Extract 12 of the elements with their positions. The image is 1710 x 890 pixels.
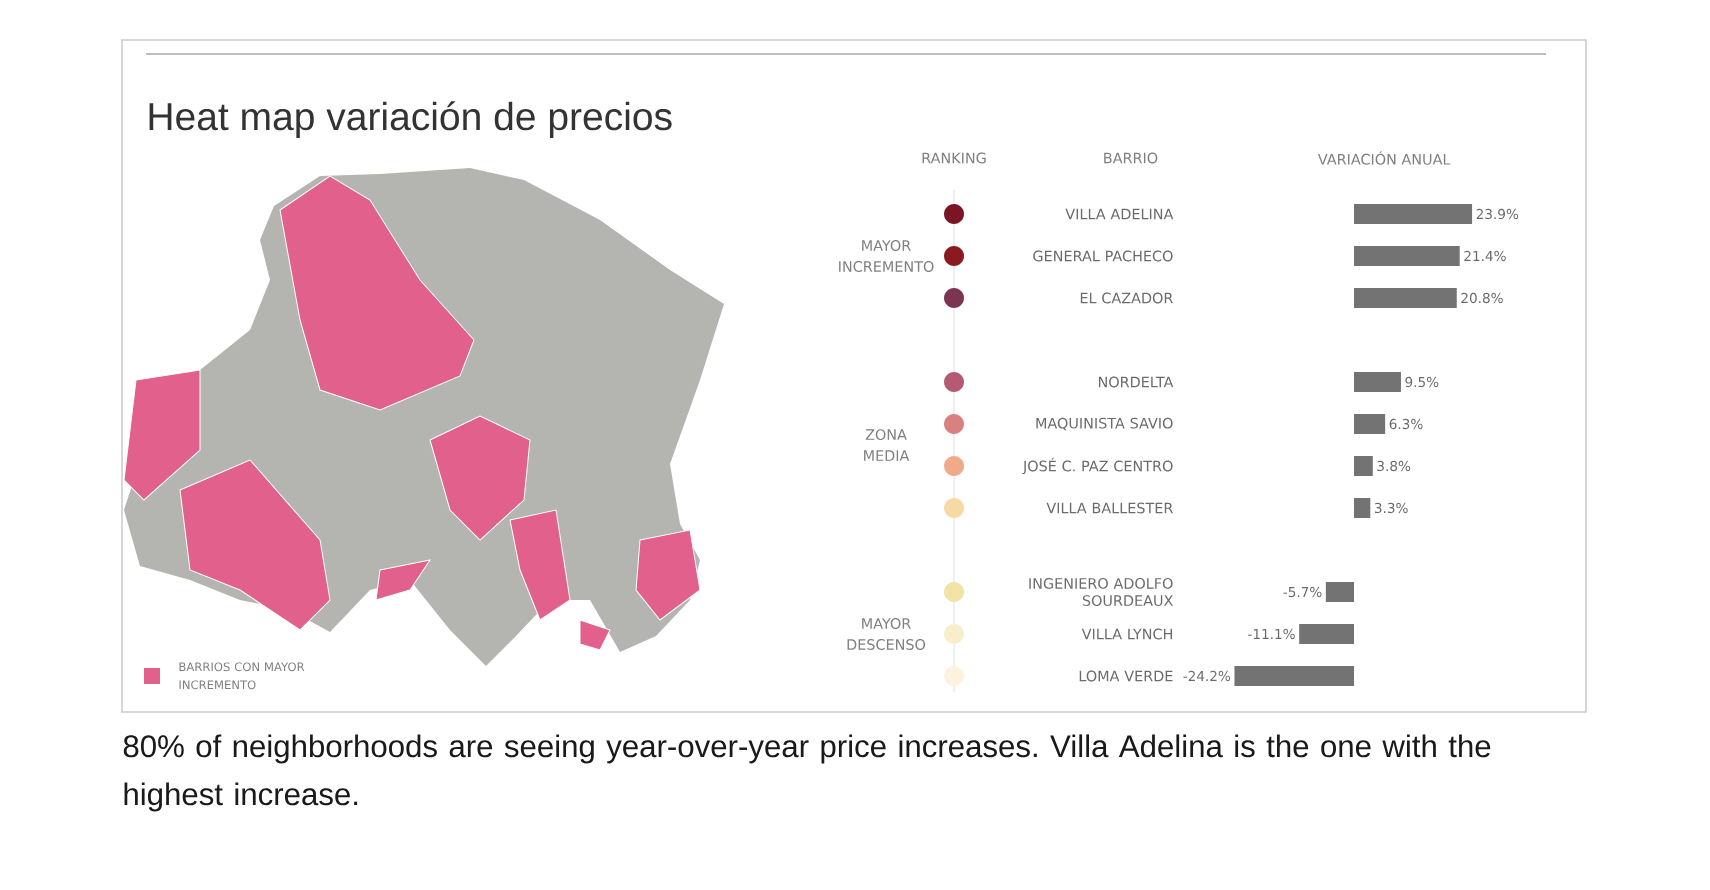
bar: [1325, 582, 1354, 602]
text: 80% of neighborhoods are seeing year-over-year price increases. Villa Adelina is the one with the highest increase.: [123, 734, 1491, 812]
bar: [1354, 456, 1373, 476]
bar: [1234, 666, 1354, 686]
bar: [1354, 498, 1371, 518]
bar: [1354, 288, 1457, 308]
text: Heat map variación de precios: [149, 101, 672, 139]
bar: [1354, 372, 1401, 392]
bar: [1354, 246, 1460, 266]
bar: [1354, 204, 1473, 224]
bar: [1299, 624, 1354, 644]
bar: [1354, 414, 1386, 434]
